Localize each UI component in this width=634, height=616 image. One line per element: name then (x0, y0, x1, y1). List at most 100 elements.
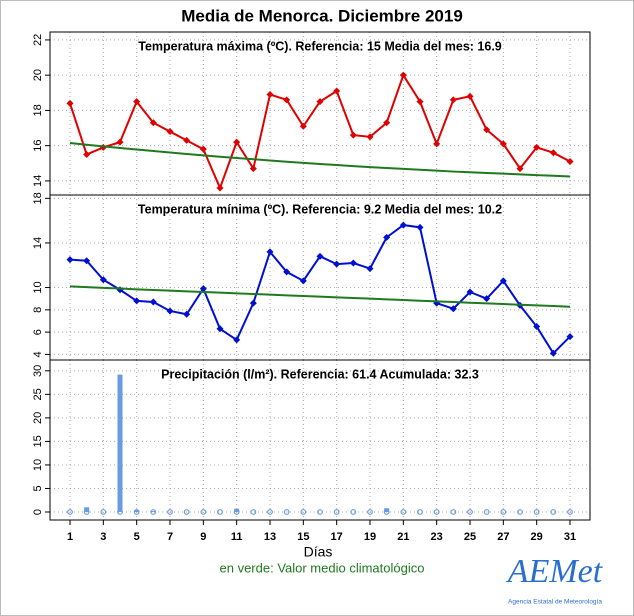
day-dot (233, 509, 240, 515)
day-dot (350, 509, 357, 515)
point (349, 131, 357, 139)
point (399, 71, 407, 79)
point (399, 221, 407, 229)
point (233, 336, 241, 344)
x-tick-label: 11 (231, 531, 243, 543)
point (233, 138, 241, 146)
day-dot (100, 509, 107, 515)
x-tick-label: 25 (464, 531, 476, 543)
y-tick-label: 18 (32, 104, 44, 116)
point (83, 150, 91, 158)
y-tick-label: 8 (32, 307, 44, 313)
x-tick-label: 15 (297, 531, 309, 543)
y-tick-label: 20 (32, 69, 44, 81)
x-tick-label: 5 (134, 531, 140, 543)
point (366, 133, 374, 141)
y-tick-label: 16 (32, 140, 44, 152)
bar (117, 374, 123, 512)
point (416, 98, 424, 106)
point (249, 165, 257, 173)
x-tick-label: 17 (331, 531, 343, 543)
x-tick-label: 13 (264, 531, 276, 543)
point (466, 92, 474, 100)
point (216, 325, 224, 333)
bar (150, 511, 156, 512)
point (83, 257, 91, 265)
day-dot (533, 509, 540, 515)
point (133, 297, 141, 305)
panel-title: Precipitación (l/m²). Referencia: 61.4 A… (161, 367, 479, 381)
point (133, 98, 141, 106)
day-dot (150, 509, 157, 515)
panel-frame (49, 359, 591, 521)
point (183, 136, 191, 144)
series-line (69, 285, 571, 308)
point (383, 233, 391, 241)
day-dot (433, 509, 440, 515)
day-dot (183, 509, 190, 515)
y-tick-label: 22 (32, 34, 44, 46)
bar (234, 508, 240, 512)
y-tick-label: 20 (32, 412, 44, 424)
x-tick-label: 21 (397, 531, 409, 543)
point (149, 298, 157, 306)
day-dot (200, 509, 207, 515)
day-dot (383, 509, 390, 515)
point (283, 96, 291, 104)
point (66, 99, 74, 107)
point (266, 91, 274, 99)
day-dot (83, 509, 90, 515)
y-tick-label: 25 (32, 388, 44, 400)
point (266, 248, 274, 256)
point (283, 268, 291, 276)
point (499, 140, 507, 148)
point (549, 149, 557, 157)
point (516, 165, 524, 173)
point (199, 285, 207, 293)
point (466, 288, 474, 296)
day-dot (67, 509, 73, 515)
bar (134, 510, 140, 512)
point (199, 145, 207, 153)
y-tick-label: 10 (32, 459, 44, 471)
point (366, 265, 374, 273)
day-dot (300, 509, 307, 515)
x-axis-label: Días (304, 544, 333, 560)
point (216, 184, 224, 192)
day-dot (517, 509, 523, 515)
day-dot (317, 509, 323, 515)
y-tick-label: 4 (32, 351, 44, 357)
day-dot (267, 509, 273, 515)
point (566, 333, 574, 341)
point (99, 276, 107, 284)
day-dot (333, 509, 340, 515)
x-tick-label: 3 (100, 531, 106, 543)
point (416, 223, 424, 231)
day-dot (250, 509, 257, 515)
y-tick-label: 10 (32, 281, 44, 293)
point (116, 138, 124, 146)
day-dot (500, 509, 507, 515)
y-tick-label: 18 (32, 192, 44, 204)
logo: AEMet (506, 553, 604, 590)
x-tick-label: 19 (364, 531, 376, 543)
x-tick-label: 9 (200, 531, 206, 543)
day-dot (483, 509, 490, 515)
point (299, 277, 307, 285)
point (66, 256, 74, 264)
point (449, 305, 457, 313)
point (183, 310, 191, 318)
day-dot (217, 509, 223, 515)
point (333, 87, 341, 95)
point (249, 299, 257, 307)
y-tick-label: 30 (32, 365, 44, 377)
point (483, 126, 491, 134)
x-tick-label: 31 (564, 531, 576, 543)
point (166, 128, 174, 136)
day-dot (167, 509, 173, 515)
point (433, 140, 441, 148)
point (549, 349, 557, 357)
point (499, 277, 507, 285)
